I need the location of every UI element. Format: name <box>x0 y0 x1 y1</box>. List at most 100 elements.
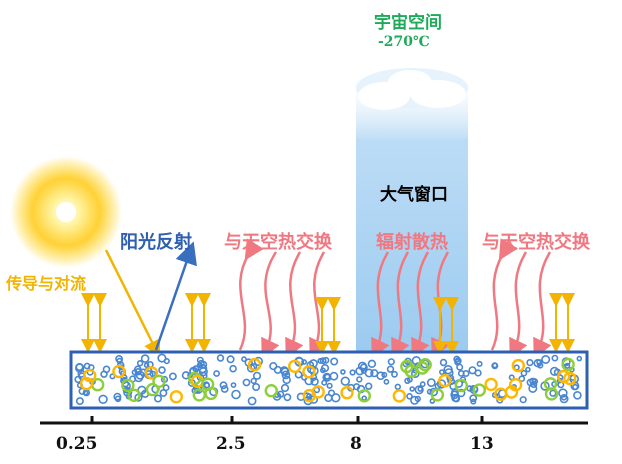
particle <box>564 362 571 369</box>
particle <box>102 365 111 374</box>
particle <box>157 353 167 363</box>
particle <box>557 369 571 384</box>
particle <box>216 354 225 362</box>
wavelength-tick-label: 2.5 <box>216 434 246 454</box>
particle <box>252 371 262 380</box>
particle <box>526 359 534 367</box>
particle <box>414 385 424 395</box>
particle <box>454 358 461 366</box>
particle <box>536 362 544 369</box>
particle <box>159 389 168 397</box>
particle <box>192 388 207 402</box>
particle <box>447 377 455 386</box>
particle <box>121 378 135 393</box>
particle <box>469 394 478 403</box>
particle <box>306 361 315 369</box>
particle <box>140 354 150 363</box>
particle <box>169 390 184 404</box>
particle <box>365 382 373 390</box>
particle <box>302 388 316 403</box>
particle <box>143 362 150 369</box>
particle <box>387 358 395 366</box>
wavelength-tick-label: 0.25 <box>56 434 98 454</box>
particle <box>127 388 141 402</box>
particle <box>438 369 445 375</box>
particle <box>98 394 108 404</box>
particle <box>152 374 166 388</box>
particle <box>247 396 257 406</box>
particle <box>144 366 159 380</box>
particle <box>526 378 535 387</box>
particle <box>319 367 326 374</box>
particle <box>230 382 237 388</box>
particle <box>219 381 228 390</box>
particle <box>367 359 377 368</box>
particle <box>226 355 235 364</box>
particle <box>154 394 163 403</box>
atmospheric-window-label: 大气窗口 <box>380 185 448 205</box>
particle <box>533 359 542 368</box>
particle <box>430 388 445 402</box>
sky-exchange-label-1: 与天空热交换 <box>224 232 332 253</box>
cloud-icon <box>356 68 468 110</box>
conduction-convection-label: 传导与对流 <box>6 274 87 293</box>
particle <box>302 365 316 379</box>
particle <box>563 371 577 386</box>
particle <box>310 377 319 386</box>
particle <box>381 371 388 378</box>
particle <box>196 362 203 369</box>
particle <box>327 389 336 397</box>
particle <box>472 383 486 397</box>
particle <box>494 387 508 401</box>
particle <box>406 392 413 400</box>
particle <box>476 360 483 367</box>
particle <box>319 357 327 365</box>
particle <box>439 358 448 367</box>
particle <box>419 381 426 388</box>
particle <box>511 358 525 373</box>
particle <box>187 371 202 386</box>
particle <box>414 395 421 403</box>
particle <box>168 372 177 381</box>
particle <box>340 386 354 400</box>
particle <box>280 383 290 393</box>
particle <box>329 371 339 381</box>
particle <box>426 378 436 387</box>
particle <box>264 384 278 398</box>
particle <box>162 384 170 392</box>
wavelength-tick-label: 8 <box>350 434 362 454</box>
particle <box>484 377 498 392</box>
sky-exchange-arrows-2 <box>490 238 552 360</box>
particle <box>113 392 122 401</box>
particle <box>200 377 215 391</box>
particle <box>331 393 341 403</box>
particle <box>273 365 282 374</box>
particle <box>349 369 356 376</box>
particle <box>355 366 365 376</box>
particle <box>282 375 291 385</box>
particle <box>288 359 302 373</box>
particle <box>241 356 247 363</box>
particle <box>549 389 557 397</box>
particle <box>520 369 528 377</box>
particle <box>213 370 220 377</box>
particle <box>525 366 531 373</box>
particle <box>518 375 526 383</box>
particle <box>357 361 367 371</box>
particle <box>231 389 241 400</box>
particle <box>418 358 432 372</box>
particle <box>192 365 200 373</box>
particle <box>229 364 237 373</box>
wavelength-tick-label: 13 <box>470 434 494 454</box>
particle <box>438 374 452 388</box>
solar-incidence-arrow <box>104 249 160 358</box>
particle <box>468 366 477 375</box>
particle <box>576 355 583 362</box>
particle <box>470 398 477 405</box>
particle <box>253 356 263 367</box>
radiative-dissipation-label: 辐射散热 <box>376 232 448 253</box>
solar-reflection-arrow <box>154 241 197 351</box>
particle <box>252 382 261 391</box>
particle <box>116 357 123 365</box>
particle <box>158 366 166 374</box>
